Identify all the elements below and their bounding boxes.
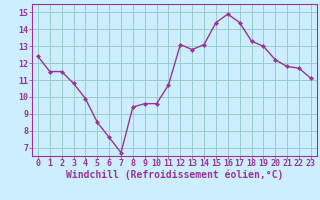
X-axis label: Windchill (Refroidissement éolien,°C): Windchill (Refroidissement éolien,°C) <box>66 170 283 180</box>
